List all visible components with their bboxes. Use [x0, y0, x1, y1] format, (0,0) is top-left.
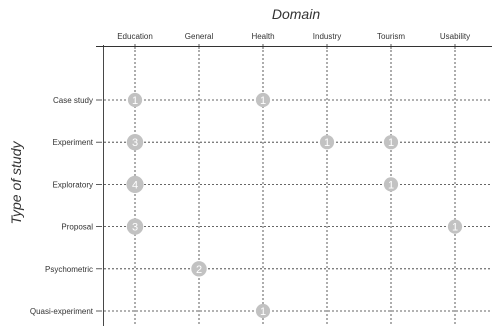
- grid-lines: [104, 50, 492, 326]
- bubble-count-usability-proposal: 1: [452, 222, 458, 234]
- bubble-education-exploratory: [126, 175, 144, 193]
- bubbles: 1 1 3 1 1 4 1 3 1 2 1: [126, 92, 463, 319]
- bubble-health-case-study: [255, 92, 271, 108]
- bubble-count-education-exploratory: 4: [132, 179, 138, 191]
- bubble-count-education-proposal: 3: [132, 222, 138, 234]
- y-tick-label-experiment: Experiment: [53, 138, 94, 147]
- bubble-count-general-psychometric: 2: [196, 264, 202, 276]
- bubble-usability-proposal: [447, 219, 463, 234]
- bubble-tourism-exploratory: [383, 177, 399, 192]
- bubble-industry-experiment: [319, 135, 335, 150]
- bubble-count-industry-experiment: 1: [324, 137, 330, 149]
- bubble-count-tourism-exploratory: 1: [388, 179, 394, 191]
- x-tick-label-general: General: [185, 32, 214, 41]
- y-tick-label-exploratory: Exploratory: [53, 180, 93, 189]
- y-tick-label-case-study: Case study: [53, 96, 93, 105]
- bubble-general-psychometric: [191, 261, 207, 277]
- x-tick-label-education: Education: [117, 32, 153, 41]
- bubble-count-health-quasi-experiment: 1: [260, 306, 266, 318]
- bubble-count-health-case-study: 1: [260, 95, 266, 107]
- bubble-count-education-case-study: 1: [132, 95, 138, 107]
- x-tick-label-industry: Industry: [313, 32, 341, 41]
- y-tick-labels: Case study Experiment Exploratory Proposal P…: [30, 96, 102, 316]
- bubble-education-experiment: [126, 134, 144, 151]
- y-tick-label-proposal: Proposal: [61, 223, 93, 232]
- bubble-tourism-experiment: [383, 135, 399, 150]
- y-tick-label-psychometric: Psychometric: [45, 265, 93, 274]
- x-tick-labels: Education General Health Industry Tourism Usa…: [117, 32, 470, 49]
- x-tick-label-health: Health: [251, 32, 274, 41]
- bubble-education-case-study: [127, 92, 143, 108]
- bubble-education-proposal: [126, 218, 144, 235]
- bubble-health-quasi-experiment: [255, 303, 271, 319]
- bubble-count-education-experiment: 3: [132, 137, 138, 149]
- x-axis-title: Domain: [272, 6, 320, 22]
- y-tick-label-quasi-experiment: Quasi-experiment: [30, 307, 94, 316]
- x-tick-label-usability: Usability: [440, 32, 470, 41]
- bubble-count-tourism-experiment: 1: [388, 137, 394, 149]
- x-tick-label-tourism: Tourism: [377, 32, 405, 41]
- y-axis-title: Type of study: [8, 141, 24, 225]
